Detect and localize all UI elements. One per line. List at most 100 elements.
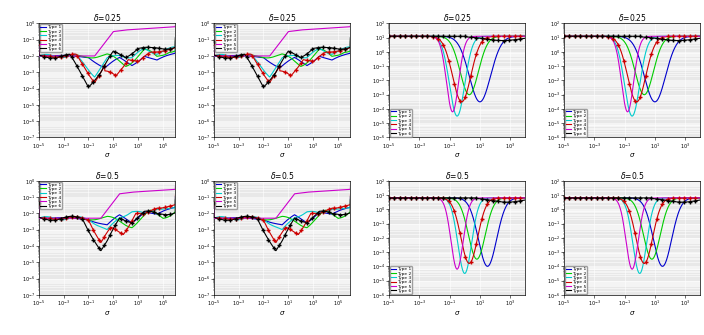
Line: Type 5: Type 5 [389,36,525,112]
Type 3 [560,34,568,38]
Type 5 [318,189,326,193]
Type 2 [384,34,393,38]
Type 1 [97,64,106,68]
Type 3 [346,195,355,199]
Type 4 [168,47,176,51]
Type 3 [622,95,631,99]
Type 1 [521,34,529,38]
Type 1 [97,222,106,226]
Type 4 [384,34,393,38]
Type 6 [692,199,700,203]
Type 6 [517,37,526,41]
Type 1 [626,39,634,43]
Type 5 [97,215,106,219]
Line: Type 3: Type 3 [564,36,700,116]
Type 6 [667,199,676,203]
Type 6 [517,199,526,203]
Type 5 [384,196,393,200]
Type 5 [451,103,460,107]
Type 3 [346,36,355,40]
Type 3 [636,271,644,275]
Type 3 [34,41,43,45]
Type 6 [259,85,268,89]
Type 3 [696,34,704,38]
Type 6 [391,34,400,38]
Type 1 [103,223,111,227]
Type 6 [567,196,575,200]
Type 2 [492,200,501,204]
Type 3 [210,41,218,45]
Type 4 [458,100,466,104]
Type 1 [210,41,218,45]
Type 1 [521,196,529,200]
Type 5 [448,110,457,114]
Type 5 [517,196,526,200]
Type 4 [210,41,218,45]
Line: Type 4: Type 4 [389,36,525,102]
Type 3 [342,206,351,210]
Type 1 [101,222,109,226]
Type 6 [272,69,281,73]
Type 5 [521,196,529,200]
Type 4 [168,204,176,208]
Line: Type 2: Type 2 [564,36,700,95]
Type 2 [34,201,43,205]
Type 2 [451,52,460,56]
Type 4 [517,196,526,200]
Type 3 [667,34,676,38]
Type 5 [276,40,284,44]
Type 6 [696,36,704,40]
Line: Type 6: Type 6 [389,36,525,41]
Type 6 [517,199,526,203]
Type 1 [492,54,501,58]
Type 3 [97,225,106,229]
Type 5 [210,41,218,45]
Type 2 [42,54,50,58]
Type 3 [171,195,180,199]
Type 3 [217,215,225,219]
Type 3 [342,45,351,49]
Type 1 [517,34,526,38]
Line: Type 6: Type 6 [39,200,175,251]
Type 1 [667,54,676,58]
Type 6 [678,200,686,204]
Type 4 [210,201,218,205]
Type 6 [34,40,43,44]
Type 2 [276,53,284,57]
Type 2 [101,53,109,57]
Type 4 [640,261,648,265]
Type 2 [97,216,106,220]
Type 3 [692,34,700,38]
Type 1 [168,206,176,210]
Type 5 [101,210,110,214]
Type 2 [692,196,700,200]
Type 6 [346,198,355,202]
Type 5 [142,26,151,30]
Type 6 [318,45,326,49]
Type 4 [97,239,106,243]
Type 6 [342,47,351,51]
Type 2 [171,197,180,201]
Line: Type 2: Type 2 [214,40,351,66]
Type 4 [626,85,634,89]
Line: Type 5: Type 5 [39,186,175,218]
Line: Type 5: Type 5 [214,25,351,56]
Type 4 [626,212,634,216]
Type 2 [492,35,501,39]
Type 5 [210,201,218,205]
Type 6 [142,209,151,213]
Type 6 [391,196,400,200]
Type 2 [465,93,474,97]
Type 5 [626,264,634,268]
Type 4 [492,34,501,38]
Type 4 [560,196,568,200]
Type 3 [384,196,393,200]
Type 1 [650,100,659,104]
Type 1 [278,223,287,227]
Legend: Type 1, Type 2, Type 3, Type 4, Type 5, Type 6: Type 1, Type 2, Type 3, Type 4, Type 5, … [39,182,62,209]
Type 5 [318,26,326,30]
Type 2 [667,200,676,204]
Line: Type 1: Type 1 [214,197,351,225]
X-axis label: $\sigma$: $\sigma$ [103,309,111,317]
Type 3 [318,211,326,215]
